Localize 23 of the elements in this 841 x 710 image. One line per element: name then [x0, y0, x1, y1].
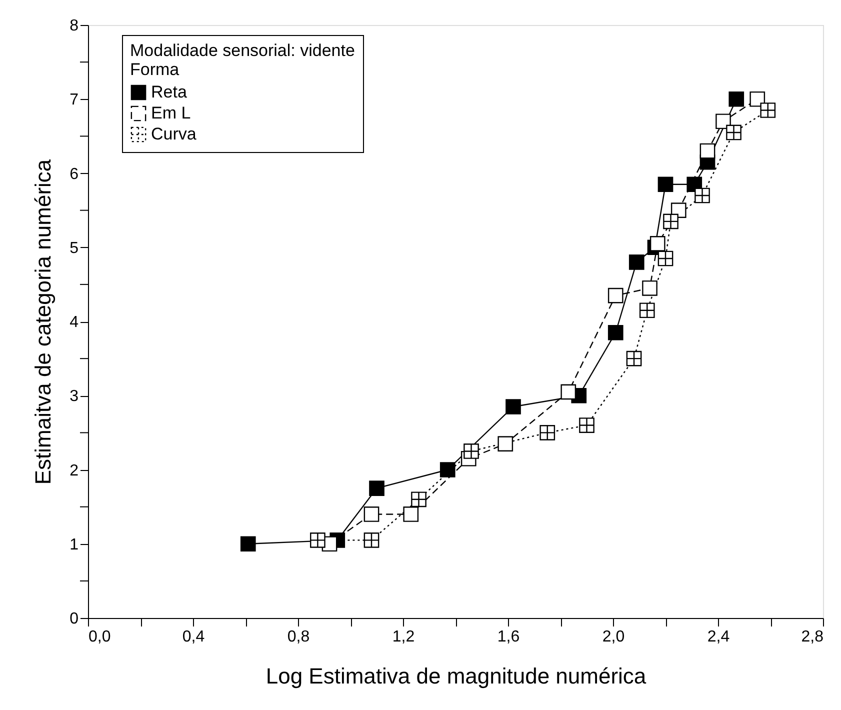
legend-label: Em L: [151, 104, 191, 122]
x-tick-label: 2,4: [707, 628, 730, 646]
y-tick-label: 5: [70, 240, 79, 257]
legend-label: Reta: [151, 82, 188, 102]
y-tick-label: 0: [70, 610, 79, 628]
x-tick-label: 0,8: [287, 628, 310, 646]
x-tick-label: 1,2: [392, 628, 415, 646]
y-tick-label: 8: [70, 18, 79, 34]
y-tick-label: 2: [70, 462, 79, 480]
x-tick-label: 1,6: [497, 628, 520, 646]
x-axis-title: Log Estimativa de magnitude numérica: [266, 664, 647, 688]
x-tick-label: 0,4: [182, 628, 205, 646]
y-tick-label: 7: [70, 92, 79, 109]
y-tick-label: 4: [70, 314, 79, 331]
x-tick-label: 2,8: [801, 628, 824, 646]
legend-label: Curva: [151, 124, 197, 144]
x-tick-label: 0,0: [88, 628, 111, 646]
x-tick-label: 2,0: [602, 628, 625, 646]
y-tick-label: 1: [70, 536, 79, 554]
y-axis-title: Estimaitva de categoria numérica: [30, 158, 56, 485]
y-tick-label: 3: [70, 388, 79, 406]
legend-title: Modalidade sensorial: vidente Forma: [130, 41, 355, 79]
y-tick-label: 6: [70, 166, 79, 183]
